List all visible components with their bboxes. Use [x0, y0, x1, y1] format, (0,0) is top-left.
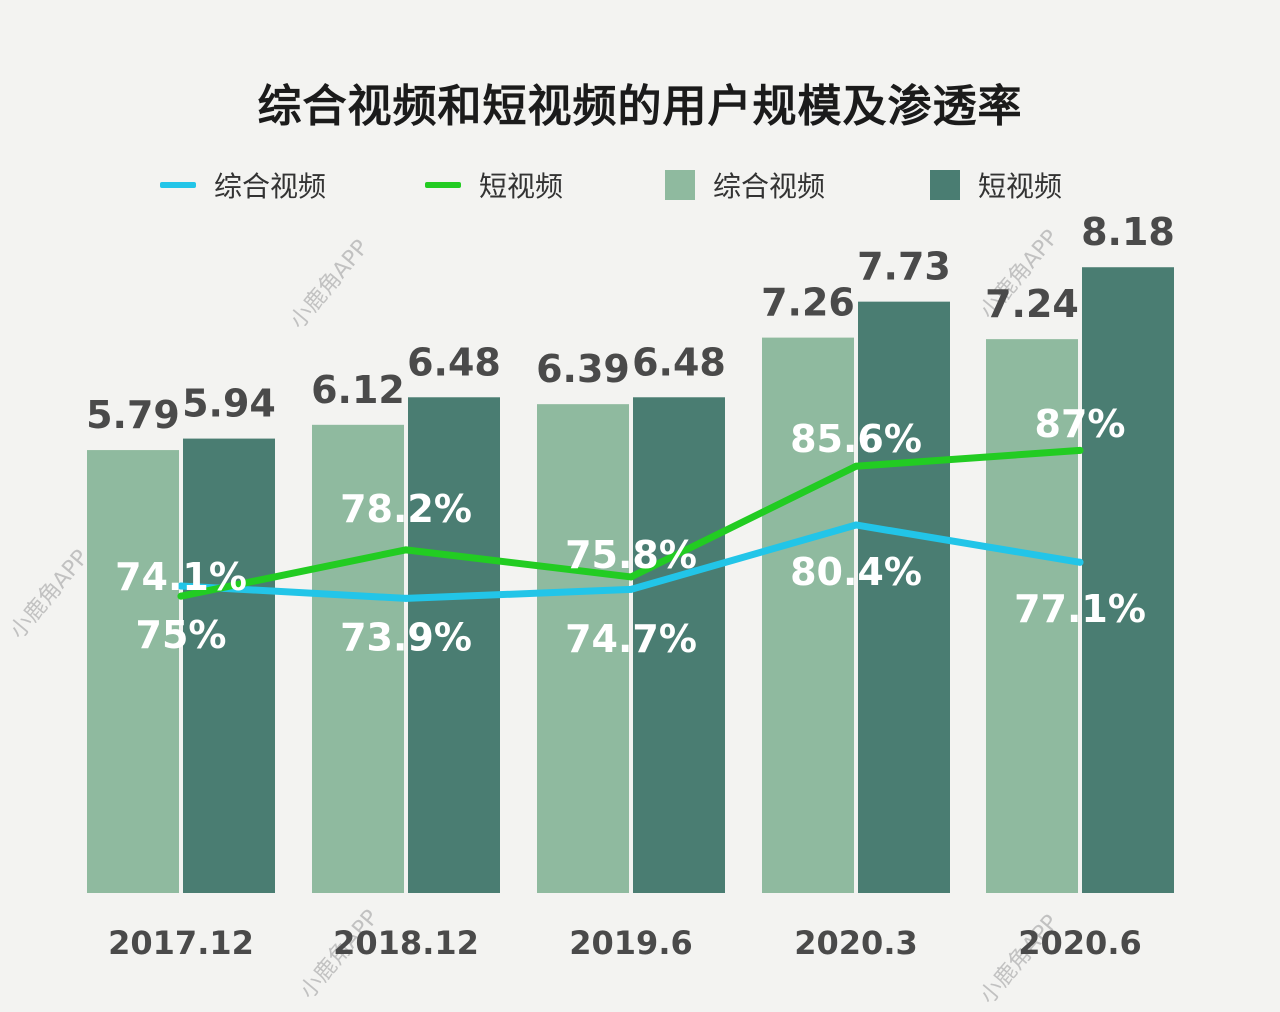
legend-item-line-1: 综合视频	[160, 160, 326, 210]
bar-series-2	[183, 438, 275, 893]
bar-series-2	[858, 301, 950, 893]
bar-series-2	[1082, 267, 1174, 894]
line-point-series-2	[627, 573, 635, 581]
bar-value-label: 5.79	[86, 393, 180, 437]
bar-value-label: 6.48	[632, 340, 726, 384]
bar-series-1	[986, 339, 1078, 893]
bar-series-2	[408, 397, 500, 893]
line-point-series-1	[402, 594, 410, 602]
bar-value-label: 7.73	[857, 245, 951, 289]
bar-series-1	[87, 450, 179, 893]
bar-value-label: 5.94	[182, 382, 276, 426]
line-value-label: 73.9%	[340, 615, 472, 659]
bar-series-2	[633, 397, 725, 893]
chart-title: 综合视频和短视频的用户规模及渗透率	[257, 81, 1023, 132]
line-value-label: 85.6%	[790, 417, 922, 461]
line-point-series-2	[177, 592, 185, 600]
legend-label: 短视频	[978, 170, 1063, 203]
legend-label: 综合视频	[214, 170, 327, 203]
legend-label: 综合视频	[713, 170, 826, 203]
line-value-label: 80.4%	[790, 550, 922, 594]
line-value-label: 75.8%	[565, 533, 697, 577]
line-value-label: 87%	[1035, 402, 1126, 446]
legend-item-bar-1: 综合视频	[665, 160, 825, 210]
x-tick-label: 2018.12	[333, 924, 479, 962]
line-value-label: 75%	[136, 613, 227, 657]
legend: 综合视频 短视频 综合视频 短视频	[0, 160, 1280, 210]
line-value-label: 74.7%	[565, 617, 697, 661]
legend-item-line-2: 短视频	[425, 160, 563, 210]
x-tick-label: 2017.12	[108, 924, 254, 962]
legend-label: 短视频	[479, 170, 564, 203]
x-tick-label: 2020.3	[794, 924, 917, 962]
bar-value-label: 8.18	[1081, 210, 1175, 254]
line-point-series-1	[1076, 558, 1084, 566]
bar-series-1	[762, 337, 854, 893]
line-point-series-1	[852, 521, 860, 529]
legend-item-bar-2: 短视频	[930, 160, 1062, 210]
line-point-series-2	[1076, 446, 1084, 454]
bar-value-label: 7.26	[761, 281, 855, 325]
watermark-text: 小鹿角APP	[285, 235, 373, 333]
bar-value-label: 6.39	[536, 347, 630, 391]
line-point-series-1	[177, 582, 185, 590]
line-point-series-2	[402, 546, 410, 554]
line-point-series-1	[627, 585, 635, 593]
bar-value-label: 6.48	[407, 340, 501, 384]
line-point-series-2	[852, 462, 860, 470]
legend-swatch-bar-2	[930, 170, 960, 200]
legend-swatch-line-1	[160, 182, 196, 188]
bar-series-1	[537, 404, 629, 893]
x-tick-label: 2019.6	[569, 924, 692, 962]
line-value-label: 77.1%	[1014, 587, 1146, 631]
line-value-label: 78.2%	[340, 487, 472, 531]
bar-value-label: 6.12	[311, 368, 405, 412]
x-tick-label: 2020.6	[1018, 924, 1141, 962]
legend-swatch-line-2	[425, 182, 461, 188]
bar-series-1	[312, 424, 404, 893]
line-value-label: 74.1%	[115, 555, 247, 599]
legend-swatch-bar-1	[665, 170, 695, 200]
watermark-text: 小鹿角APP	[5, 545, 93, 643]
bar-value-label: 7.24	[985, 282, 1079, 326]
